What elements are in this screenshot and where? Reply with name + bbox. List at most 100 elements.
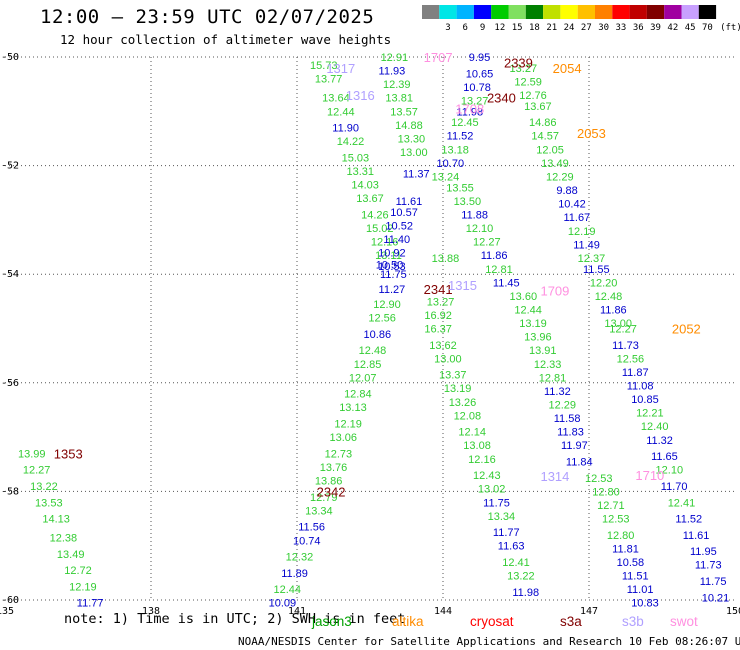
wave-height-value: 10.52 (385, 220, 413, 232)
wave-height-value: 12.29 (548, 400, 576, 412)
scale-tick-label: 3 (445, 23, 450, 33)
wave-height-value: 12.08 (454, 410, 482, 422)
wave-height-value: 10.53 (378, 261, 406, 273)
wave-height-value: 15.02 (366, 223, 394, 235)
legend-altika: altika (392, 614, 424, 629)
wave-height-value: 13.27 (427, 296, 455, 308)
wave-height-value: 13.76 (320, 462, 348, 474)
wave-height-value: 11.63 (498, 541, 525, 553)
x-tick-label: 138 (142, 606, 160, 617)
wave-height-value: 12.84 (344, 389, 372, 401)
wave-height-value: 11.95 (690, 546, 717, 558)
wave-height-value: 11.51 (622, 571, 649, 583)
y-tick-label: -54 (1, 269, 19, 280)
wave-height-value: 12.19 (568, 226, 596, 238)
scale-swatch (456, 5, 474, 19)
wave-height-value: 13.34 (488, 511, 516, 523)
wave-height-value: 10.21 (702, 592, 730, 604)
pass-number-label: 2340 (487, 91, 516, 106)
wave-height-value: 10.92 (378, 247, 406, 259)
scale-swatch (473, 5, 492, 19)
scale-swatch (681, 5, 699, 19)
scale-tick-label: 18 (529, 23, 540, 33)
page-subtitle: 12 hour collection of altimeter wave hei… (60, 32, 392, 47)
wave-height-value: 14.86 (529, 117, 557, 129)
wave-height-value: 10.70 (437, 158, 465, 170)
wave-height-value: 13.00 (434, 353, 462, 365)
wave-height-value: 11.84 (566, 457, 593, 469)
wave-height-value: 13.55 (446, 182, 474, 194)
scale-tick-label: 39 (650, 23, 661, 33)
legend-swot: swot (670, 614, 698, 629)
wave-height-value: 13.13 (339, 402, 367, 414)
legend-s3b: s3b (622, 614, 644, 629)
wave-height-value: 11.73 (612, 340, 639, 352)
wave-height-value: 11.81 (612, 543, 639, 555)
pass-number-label: 2054 (553, 61, 582, 76)
scale-tick-label: 12 (494, 23, 505, 33)
wave-height-value: 12.16 (468, 454, 496, 466)
scale-swatch (439, 5, 457, 19)
wave-height-value: 12.44 (514, 304, 542, 316)
y-tick-label: -52 (1, 161, 19, 172)
wave-height-value: 13.49 (57, 549, 85, 561)
wave-height-value: 13.27 (510, 63, 538, 75)
wave-height-value: 11.58 (554, 413, 581, 425)
x-tick-label: 141 (288, 606, 306, 617)
wave-values-layer: 13.99 12.27 13.22 13.53 14.13 12.38 13.49 12.72… (18, 52, 729, 610)
wave-height-value: 11.49 (573, 239, 600, 251)
wave-height-value: 10.74 (293, 535, 321, 547)
axis-layer: 135 138 141 144 147 150 -50 -52 -54 -56 -58 -60 (0, 52, 740, 617)
wave-height-value: 11.75 (700, 576, 727, 588)
pass-number-label: 2052 (672, 322, 701, 337)
wave-height-value: 12.80 (592, 486, 620, 498)
pass-number-label: 2339 (504, 55, 533, 70)
wave-height-value: 11.32 (646, 435, 673, 447)
wave-height-value: 11.52 (675, 514, 702, 526)
wave-height-value: 11.40 (383, 234, 410, 246)
wave-height-value: 12.53 (585, 473, 613, 485)
wave-height-value: 12.91 (381, 52, 409, 64)
grid-layer (5, 56, 735, 601)
scale-swatch (612, 5, 630, 19)
wave-height-value: 13.19 (444, 383, 472, 395)
wave-height-value: 11.08 (627, 381, 654, 393)
pass-number-label: 2342 (317, 484, 346, 499)
wave-height-value: 14.13 (42, 514, 70, 526)
wave-height-value: 10.09 (269, 598, 297, 610)
wave-height-value: 13.11 (375, 250, 402, 262)
scale-unit-label: (ft) (720, 23, 740, 33)
wave-height-value: 13.57 (390, 106, 418, 118)
pass-number-label: 1317 (326, 61, 355, 76)
wave-height-value: 11.83 (557, 427, 584, 439)
wave-height-value: 10.86 (364, 329, 392, 341)
wave-height-value: 12.90 (373, 299, 401, 311)
y-tick-label: -50 (1, 52, 19, 63)
wave-height-value: 11.52 (447, 131, 474, 143)
wave-height-value: 12.73 (325, 448, 353, 460)
wave-height-value: 15.73 (310, 60, 338, 72)
wave-height-value: 12.16 (371, 237, 399, 249)
wave-height-value: 9.88 (556, 185, 577, 197)
wave-height-value: 11.98 (456, 106, 483, 118)
wave-height-value: 13.24 (432, 171, 460, 183)
wave-height-value: 12.53 (602, 514, 630, 526)
scale-swatch (629, 5, 647, 19)
wave-height-value: 13.22 (30, 481, 58, 493)
wave-height-value: 10.50 (376, 259, 404, 271)
wave-height-value: 13.53 (35, 497, 63, 509)
wave-height-value: 11.77 (77, 598, 104, 610)
x-tick-label: 150 (726, 606, 740, 617)
scale-swatch (508, 5, 526, 19)
wave-height-value: 13.30 (398, 133, 426, 145)
wave-height-value: 11.27 (379, 284, 406, 296)
scale-swatch (560, 5, 578, 19)
wave-height-value: 11.61 (396, 196, 423, 208)
pass-number-label: 1353 (54, 446, 83, 461)
wave-height-value: 14.03 (351, 180, 379, 192)
legend-jason3: jason3 (312, 614, 352, 629)
wave-height-value: 12.48 (595, 291, 623, 303)
wave-height-value: 12.44 (274, 584, 302, 596)
wave-height-value: 11.86 (481, 250, 508, 262)
